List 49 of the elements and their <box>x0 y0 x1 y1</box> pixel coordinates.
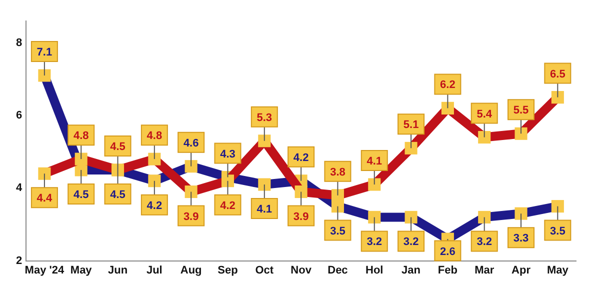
data-label: 7.1 <box>36 46 52 59</box>
data-label: 4.3 <box>220 148 236 160</box>
x-tick-label: Jun <box>108 264 128 276</box>
data-label: 3.2 <box>476 236 492 248</box>
data-label: 4.8 <box>146 130 162 142</box>
data-label: 3.8 <box>330 166 346 178</box>
data-label: 5.1 <box>403 119 419 132</box>
x-tick-label: Jan <box>402 264 421 276</box>
data-label: 3.9 <box>293 210 309 223</box>
data-label: 6.2 <box>440 79 456 92</box>
x-tick-label: Hol <box>366 264 384 276</box>
data-label: 5.3 <box>256 112 272 124</box>
x-tick-label: Sep <box>218 264 238 276</box>
x-tick-label: Oct <box>255 264 274 276</box>
data-label: 5.4 <box>476 108 493 120</box>
data-label: 4.8 <box>73 130 89 142</box>
data-label: 4.5 <box>110 189 126 201</box>
x-tick-label: Mar <box>474 264 495 276</box>
x-tick-label: May <box>70 264 93 276</box>
data-label: 4.5 <box>110 141 126 153</box>
x-tick-label: Apr <box>512 264 532 276</box>
x-tick-label: Aug <box>180 264 202 276</box>
y-tick-label: 8 <box>16 36 22 49</box>
data-label: 3.2 <box>366 236 382 248</box>
y-tick-label: 6 <box>16 110 22 122</box>
y-tick-label: 2 <box>16 254 22 267</box>
x-tick-label: Dec <box>328 264 348 276</box>
data-label: 6.5 <box>550 68 566 80</box>
x-tick-label: May '24 <box>24 264 65 276</box>
data-label: 4.5 <box>73 189 89 201</box>
x-tick-label: May <box>546 264 570 276</box>
data-label: 3.5 <box>330 225 346 238</box>
x-tick-label: Feb <box>438 264 458 276</box>
data-label: 3.3 <box>513 232 529 245</box>
y-tick-label: 4 <box>16 182 23 194</box>
data-label: 4.6 <box>183 137 199 150</box>
data-label: 3.2 <box>403 236 419 248</box>
data-label: 4.2 <box>220 200 236 212</box>
data-label: 4.2 <box>146 200 162 212</box>
x-tick-label: Nov <box>290 264 312 276</box>
data-label: 4.2 <box>293 152 309 164</box>
data-label: 4.1 <box>366 156 382 168</box>
data-label: 2.6 <box>440 246 456 258</box>
data-label: 3.9 <box>183 210 199 223</box>
data-label: 5.5 <box>513 104 529 117</box>
data-label: 4.4 <box>36 192 53 205</box>
data-label: 3.5 <box>550 225 566 238</box>
data-label: 4.1 <box>256 204 272 216</box>
x-tick-label: Jul <box>146 264 162 276</box>
